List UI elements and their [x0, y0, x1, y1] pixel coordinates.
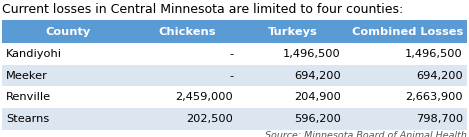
Text: 596,200: 596,200	[294, 114, 341, 124]
Text: Source: Minnesota Board of Animal Health: Source: Minnesota Board of Animal Health	[265, 131, 467, 137]
Text: Stearns: Stearns	[6, 114, 49, 124]
Text: County: County	[45, 27, 91, 36]
Text: 202,500: 202,500	[186, 114, 233, 124]
Text: Chickens: Chickens	[159, 27, 216, 36]
Text: Meeker: Meeker	[6, 71, 48, 81]
Text: -: -	[229, 49, 233, 59]
Text: 2,459,000: 2,459,000	[175, 92, 233, 102]
Text: Current losses in Central Minnesota are limited to four counties:: Current losses in Central Minnesota are …	[2, 3, 404, 16]
Text: 694,200: 694,200	[294, 71, 341, 81]
Text: 694,200: 694,200	[416, 71, 463, 81]
Text: Kandiyohi: Kandiyohi	[6, 49, 62, 59]
Text: Turkeys: Turkeys	[268, 27, 318, 36]
Text: Combined Losses: Combined Losses	[352, 27, 464, 36]
Text: 2,663,900: 2,663,900	[405, 92, 463, 102]
FancyBboxPatch shape	[2, 43, 467, 65]
FancyBboxPatch shape	[2, 65, 467, 86]
FancyBboxPatch shape	[2, 86, 467, 108]
FancyBboxPatch shape	[2, 108, 467, 130]
Text: 1,496,500: 1,496,500	[283, 49, 341, 59]
Text: 798,700: 798,700	[416, 114, 463, 124]
Text: -: -	[229, 71, 233, 81]
Text: 1,496,500: 1,496,500	[405, 49, 463, 59]
Text: 204,900: 204,900	[294, 92, 341, 102]
Text: Renville: Renville	[6, 92, 51, 102]
FancyBboxPatch shape	[2, 20, 467, 43]
